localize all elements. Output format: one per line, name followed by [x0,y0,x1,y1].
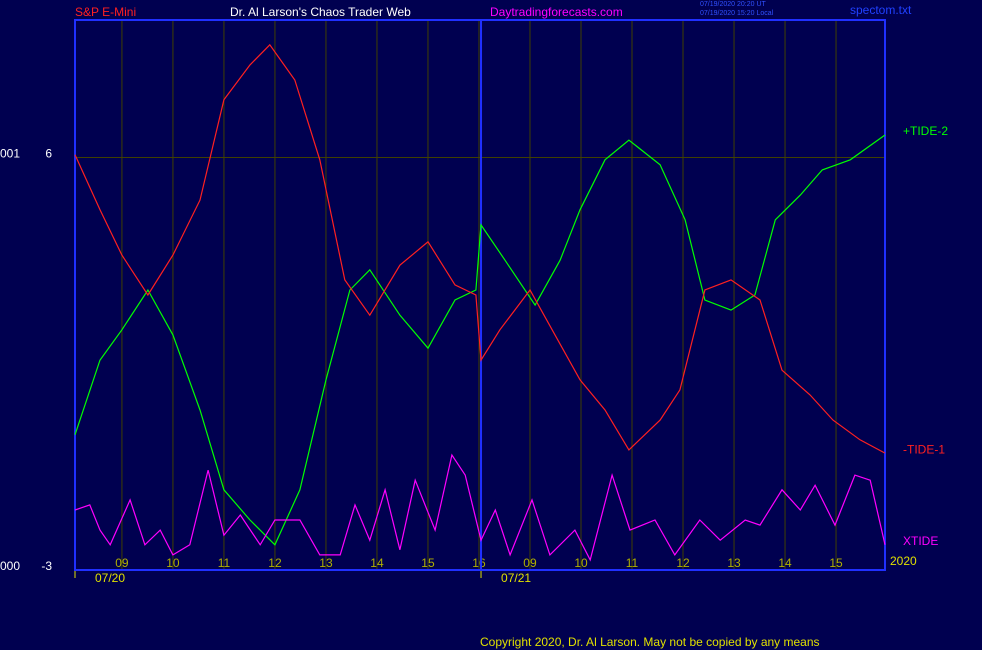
instrument: S&P E-Mini [75,5,136,19]
series-line [74,134,886,546]
side-label: 000 [0,559,20,573]
x-tick-label: 09 [115,556,129,570]
x-tick-label: 12 [268,556,282,570]
y-tick-label: -3 [41,559,52,573]
x-tick-label: 09 [523,556,537,570]
x-tick-label: 12 [676,556,690,570]
x-tick-label: 15 [829,556,843,570]
series-label: -TIDE-1 [903,442,945,456]
x-tick-label: 10 [574,556,588,570]
date-label: 07/21 [501,571,531,585]
x-tick-label: 10 [166,556,180,570]
date-label: 07/20 [95,571,125,585]
site: Daytradingforecasts.com [490,5,623,19]
x-tick-label: 14 [370,556,384,570]
y-tick-label: 6 [45,147,52,161]
x-tick-label: 11 [218,556,231,570]
series-line [74,43,886,454]
chart-title: Dr. Al Larson's Chaos Trader Web [230,5,411,19]
year: 2020 [890,554,917,568]
x-tick-label: 11 [626,556,639,570]
x-tick-label: 14 [778,556,792,570]
series-label: +TIDE-2 [903,124,948,138]
plot-frame [74,19,886,571]
timestamp: 07/19/2020 15:20 Local [700,10,774,17]
x-tick-label: 13 [727,556,741,570]
x-tick-label: 16 [472,556,486,570]
timestamp: 07/19/2020 20:20 UT [700,1,766,8]
file-name: spectom.txt [850,3,912,17]
series-line [74,453,886,562]
copyright: Copyright 2020, Dr. Al Larson. May not b… [480,635,820,649]
x-tick-label: 13 [319,556,333,570]
side-label: 001 [0,147,20,161]
series-label: XTIDE [903,534,938,548]
x-tick-label: 15 [421,556,435,570]
